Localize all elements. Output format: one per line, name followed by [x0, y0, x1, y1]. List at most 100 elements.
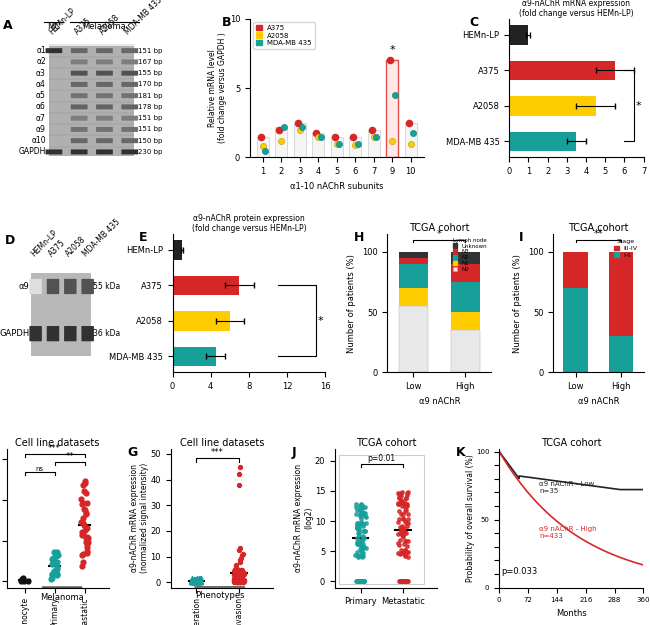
Point [354, 505, 365, 515]
Point [352, 522, 362, 532]
Point [231, 569, 241, 579]
Point [356, 536, 367, 546]
Point [229, 571, 240, 581]
Text: 230 bp: 230 bp [138, 149, 162, 155]
Point [189, 576, 200, 586]
Point [191, 578, 202, 587]
Text: 181 bp: 181 bp [138, 92, 162, 99]
Point [79, 505, 90, 515]
Point [233, 575, 243, 585]
Title: TCGA cohort: TCGA cohort [356, 438, 416, 448]
Point [315, 132, 326, 142]
Point [358, 533, 369, 543]
Point [353, 518, 363, 528]
Point [400, 545, 411, 555]
Point [393, 548, 404, 558]
Point [51, 557, 62, 567]
Title: TCGA cohort: TCGA cohort [409, 223, 469, 233]
Point [356, 518, 366, 528]
Point [78, 549, 88, 559]
Point [192, 574, 202, 584]
Bar [509, 25, 528, 44]
Text: *: * [318, 316, 323, 326]
Point [229, 566, 239, 576]
FancyBboxPatch shape [122, 71, 138, 76]
Point [194, 576, 204, 586]
FancyBboxPatch shape [71, 93, 88, 98]
Point [233, 569, 244, 579]
FancyBboxPatch shape [81, 326, 94, 341]
Point [188, 577, 199, 587]
Point [238, 576, 248, 586]
Point [194, 577, 204, 587]
Text: ***: *** [48, 444, 61, 453]
Bar [509, 96, 595, 116]
Point [81, 488, 91, 498]
Point [83, 523, 93, 533]
FancyBboxPatch shape [96, 127, 113, 132]
Point [188, 575, 198, 585]
Point [297, 122, 307, 132]
Point [194, 577, 204, 587]
Point [330, 132, 340, 142]
Text: A2058: A2058 [98, 13, 122, 37]
Point [229, 564, 240, 574]
Point [352, 537, 362, 547]
Point [395, 522, 406, 532]
Point [52, 547, 62, 557]
Point [237, 576, 247, 586]
Point [190, 577, 201, 587]
Point [229, 576, 240, 586]
Text: α5: α5 [36, 91, 46, 100]
Point [359, 511, 370, 521]
Point [194, 576, 205, 586]
Point [188, 577, 198, 587]
Point [232, 576, 242, 586]
Point [190, 575, 201, 585]
Text: α9 nAChR - Low
n=35: α9 nAChR - Low n=35 [540, 481, 595, 494]
Point [236, 572, 246, 582]
FancyBboxPatch shape [71, 116, 88, 121]
Point [398, 499, 409, 509]
Text: H: H [354, 231, 364, 244]
Point [235, 577, 246, 587]
Point [401, 505, 411, 515]
Point [394, 576, 404, 586]
Legend: Unknown, N3, N2, N1, N0: Unknown, N3, N2, N1, N0 [452, 236, 489, 273]
Point [397, 521, 408, 531]
Text: Melanoma: Melanoma [83, 21, 126, 31]
Point [234, 569, 244, 579]
Point [402, 576, 412, 586]
Point [399, 522, 410, 532]
Point [81, 532, 92, 542]
Point [356, 503, 366, 512]
Point [232, 576, 242, 586]
Bar [509, 61, 615, 80]
Point [46, 572, 57, 582]
Title: TCGA cohort: TCGA cohort [541, 438, 602, 448]
Point [237, 569, 247, 579]
Point [237, 550, 248, 560]
Bar [451, 312, 480, 330]
Point [403, 576, 413, 586]
Point [400, 516, 410, 526]
Point [393, 538, 403, 548]
Point [237, 576, 247, 586]
Point [358, 508, 369, 518]
Point [238, 577, 248, 587]
Point [400, 576, 411, 586]
Text: ns: ns [36, 466, 44, 472]
Point [360, 543, 370, 553]
Bar [173, 311, 230, 331]
Point [353, 576, 363, 586]
Point [354, 538, 364, 548]
Point [358, 526, 368, 536]
Point [235, 577, 245, 587]
Text: MDA-MB 435: MDA-MB 435 [81, 217, 122, 259]
Bar [451, 282, 480, 312]
Point [22, 576, 32, 586]
Point [187, 577, 197, 587]
Point [350, 140, 361, 150]
Point [398, 539, 409, 549]
Point [402, 536, 413, 546]
